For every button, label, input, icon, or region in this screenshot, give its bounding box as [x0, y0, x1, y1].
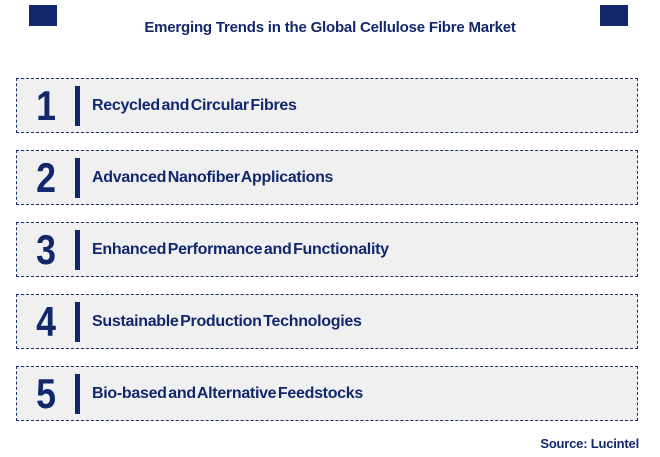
trend-row-4: 4 Sustainable Production Technologies — [16, 294, 638, 349]
rank-divider-bar — [75, 301, 80, 342]
trend-list: 1 Recycled and Circular Fibres 2 Advance… — [16, 78, 638, 421]
trend-rank: 2 — [36, 154, 56, 201]
trend-label: Bio-based and Alternative Feedstocks — [92, 385, 363, 402]
trend-label: Enhanced Performance and Functionality — [92, 241, 389, 258]
trend-rank: 4 — [36, 298, 56, 345]
trend-label: Advanced Nanofiber Applications — [92, 169, 334, 186]
trend-row-3: 3 Enhanced Performance and Functionality — [16, 222, 638, 277]
source-credit: Source: Lucintel — [540, 436, 639, 451]
rank-divider-bar — [75, 229, 80, 270]
trend-row-2: 2 Advanced Nanofiber Applications — [16, 150, 638, 205]
rank-divider-bar — [75, 157, 80, 198]
title-corner-square-left — [29, 5, 57, 26]
trend-row-5: 5 Bio-based and Alternative Feedstocks — [16, 366, 638, 421]
title-corner-square-right — [600, 5, 628, 26]
trend-label: Sustainable Production Technologies — [92, 313, 362, 330]
rank-divider-bar — [75, 373, 80, 414]
trend-label: Recycled and Circular Fibres — [92, 97, 297, 114]
trend-rank: 5 — [36, 370, 56, 417]
trend-rank: 1 — [36, 82, 56, 129]
page-title: Emerging Trends in the Global Cellulose … — [144, 19, 516, 36]
rank-divider-bar — [75, 85, 80, 126]
trend-rank: 3 — [36, 226, 56, 273]
trend-row-1: 1 Recycled and Circular Fibres — [16, 78, 638, 133]
